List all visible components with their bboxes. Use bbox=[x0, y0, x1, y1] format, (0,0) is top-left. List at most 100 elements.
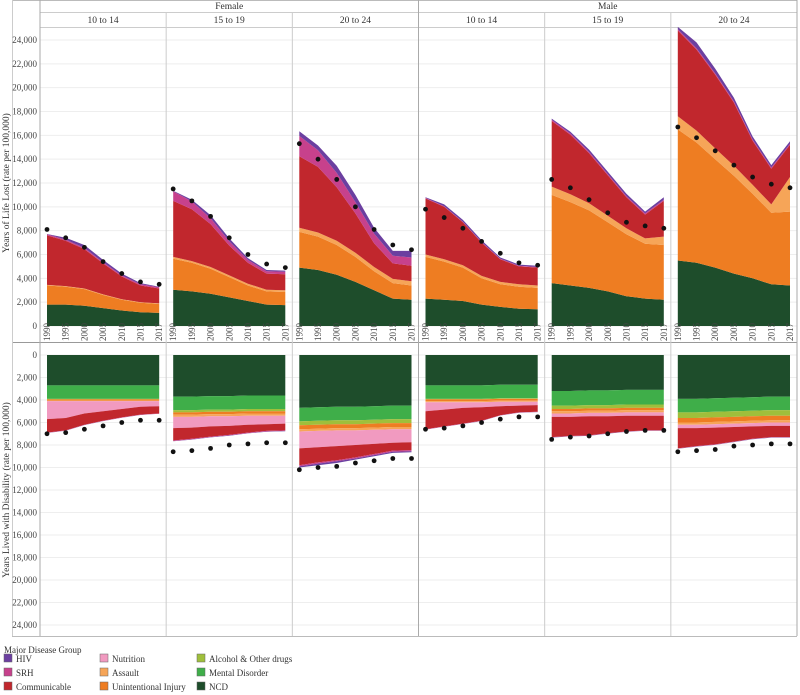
yld-total-dot bbox=[712, 447, 718, 452]
x-year-tick: 2015 bbox=[640, 323, 650, 342]
yld-area-ncd bbox=[173, 355, 286, 397]
yll-total-dot bbox=[226, 235, 232, 241]
yld-area-comm bbox=[173, 423, 286, 441]
yll-area-assault bbox=[47, 284, 160, 304]
yld-area-srh bbox=[173, 430, 286, 442]
yld-total-dot bbox=[119, 420, 125, 425]
top-y-tick: 4,000 bbox=[17, 273, 38, 283]
yld-area-assault bbox=[299, 427, 412, 432]
yll-total-dot bbox=[768, 181, 774, 187]
yld-area-assault bbox=[173, 413, 286, 417]
bottom-y-tick: 24,000 bbox=[12, 620, 37, 630]
legend-label: HIV bbox=[16, 654, 32, 664]
x-year-tick: 2005 bbox=[224, 323, 234, 342]
x-year-tick: 2017 bbox=[533, 323, 543, 342]
x-year-tick: 1995 bbox=[692, 323, 702, 342]
yld-area-alcohol bbox=[173, 409, 286, 413]
yll-area-unint bbox=[47, 285, 160, 313]
bottom-y-tick: 6,000 bbox=[17, 418, 38, 428]
top-y-tick: 18,000 bbox=[12, 107, 37, 117]
x-year-tick: 2017 bbox=[407, 323, 417, 342]
yld-total-dot bbox=[245, 441, 251, 447]
panel-female-10-to-14: 1990 1995 2000 2005 2010 2015 2017 bbox=[42, 227, 164, 437]
panel-male-10-to-14: 1990 1995 2000 2005 2010 2015 2017 bbox=[421, 197, 543, 432]
x-year-tick: 2010 bbox=[117, 323, 127, 342]
yll-total-dot bbox=[441, 215, 447, 220]
yll-total-dot bbox=[119, 271, 125, 276]
yld-area-unint bbox=[425, 398, 538, 402]
yld-total-dot bbox=[567, 434, 573, 440]
x-year-tick: 2015 bbox=[388, 323, 398, 342]
yll-area-comm bbox=[425, 198, 538, 286]
x-year-tick: 1990 bbox=[547, 323, 557, 342]
top-y-tick: 0 bbox=[33, 321, 38, 331]
yll-area-ncd bbox=[425, 298, 538, 326]
yld-total-dot bbox=[535, 414, 541, 420]
legend-item-comm: Communicable bbox=[3, 681, 71, 692]
x-year-tick: 1990 bbox=[294, 323, 304, 342]
legend-swatch bbox=[196, 667, 206, 677]
yld-total-dot bbox=[315, 465, 321, 470]
top-y-tick: 20,000 bbox=[12, 83, 37, 93]
yll-total-dot bbox=[371, 227, 377, 232]
yll-area-unint bbox=[299, 231, 412, 300]
top-y-tick: 24,000 bbox=[12, 35, 37, 45]
yll-total-dot bbox=[787, 185, 793, 191]
yll-area-comm bbox=[299, 156, 412, 282]
yll-total-dot bbox=[189, 198, 195, 204]
yld-total-dot bbox=[586, 433, 592, 439]
yll-total-dot bbox=[282, 265, 288, 271]
yll-total-dot bbox=[170, 186, 176, 192]
yll-area-ncd bbox=[173, 289, 286, 326]
yll-area-unint bbox=[173, 258, 286, 306]
yld-total-dot bbox=[409, 456, 414, 461]
legend-item-hiv: HIV bbox=[3, 653, 32, 664]
legend-item-unint: Unintentional Injury bbox=[99, 681, 186, 692]
yld-area-comm bbox=[299, 442, 412, 466]
x-year-tick: 1995 bbox=[187, 323, 197, 342]
bottom-y-tick: 2,000 bbox=[17, 373, 38, 383]
yld-area-alcohol bbox=[677, 410, 790, 418]
yll-area-comm bbox=[47, 235, 160, 304]
x-year-tick: 2005 bbox=[350, 323, 360, 342]
yld-total-dot bbox=[768, 441, 774, 447]
yll-total-dot bbox=[675, 124, 681, 130]
yld-total-dot bbox=[694, 448, 699, 454]
yld-area-unint bbox=[173, 411, 286, 415]
yll-total-dot bbox=[156, 281, 162, 287]
legend-label: Communicable bbox=[16, 682, 71, 692]
yld-area-nutrition bbox=[299, 429, 412, 449]
yld-area-nutrition bbox=[425, 401, 538, 412]
legend-swatch bbox=[99, 681, 109, 691]
yll-area-hiv bbox=[299, 131, 412, 258]
yld-area-unint bbox=[299, 423, 412, 430]
yld-total-dot bbox=[371, 458, 377, 464]
yll-area-srh bbox=[551, 119, 664, 215]
legend-swatch bbox=[196, 653, 206, 663]
top-y-axis-label: Years of Life Lost (rate per 100,000) bbox=[1, 113, 12, 253]
bottom-y-tick: 22,000 bbox=[12, 598, 37, 608]
yll-area-unint bbox=[425, 256, 538, 310]
bottom-y-tick: 18,000 bbox=[12, 553, 37, 563]
yld-area-ncd bbox=[677, 355, 790, 399]
x-year-tick: 2000 bbox=[206, 323, 216, 342]
x-year-tick: 2010 bbox=[243, 323, 253, 342]
yld-area-alcohol bbox=[47, 398, 160, 400]
yld-area-mental bbox=[299, 405, 412, 422]
age-header: 15 to 19 bbox=[214, 16, 245, 26]
legend-label: Mental Disorder bbox=[209, 668, 268, 678]
yld-area-hiv bbox=[299, 451, 412, 468]
x-year-tick: 1995 bbox=[61, 323, 71, 342]
yll-total-dot bbox=[100, 259, 106, 265]
panel-male-15-to-19: 1990 1995 2000 2005 2010 2015 2017 bbox=[547, 118, 669, 442]
top-y-tick: 10,000 bbox=[12, 202, 37, 212]
yld-total-dot bbox=[675, 449, 681, 455]
yld-area-nutrition bbox=[47, 401, 160, 420]
yld-total-dot bbox=[81, 426, 87, 432]
x-year-tick: 2010 bbox=[621, 323, 631, 342]
legend-item-ncd: NCD bbox=[196, 681, 229, 692]
legend-item-nutrition: Nutrition bbox=[99, 653, 145, 664]
yld-area-ncd bbox=[47, 355, 160, 386]
legend-swatch bbox=[99, 667, 109, 677]
legend-label: SRH bbox=[16, 668, 34, 678]
